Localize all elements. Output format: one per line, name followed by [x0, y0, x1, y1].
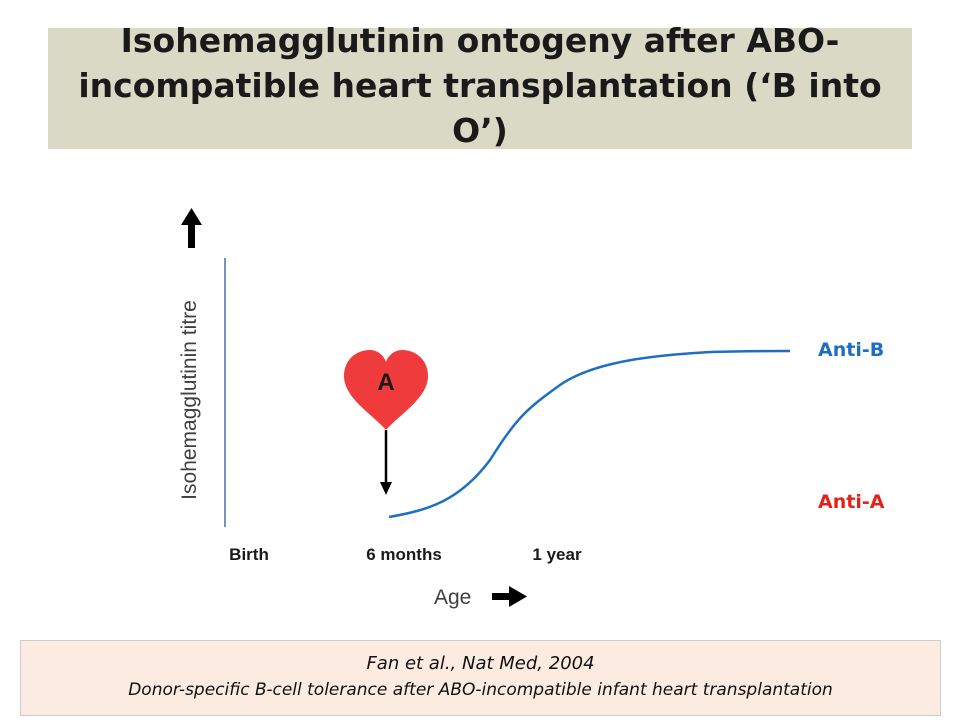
anti-a-label: Anti-A: [818, 491, 885, 513]
x-tick-1-year: 1 year: [532, 545, 582, 564]
title-line-2: incompatible heart transplantation (‘B i…: [78, 66, 882, 150]
donor-heart-icon: [344, 350, 428, 430]
anti-b-curve: [388, 349, 791, 519]
y-axis-label: Isohemagglutinin titre: [178, 300, 201, 500]
heart-blood-group-label: A: [377, 369, 395, 396]
title-banner: [48, 28, 912, 149]
transplant-down-arrow-icon: [380, 430, 392, 495]
y-axis-up-arrow-icon: [181, 208, 202, 248]
x-axis-label: Age: [434, 586, 472, 609]
citation-article-title: Donor-specific B-cell tolerance after AB…: [128, 680, 833, 700]
citation-box: Fan et al., Nat Med, 2004 Donor-specific…: [20, 640, 941, 716]
citation-reference: Fan et al., Nat Med, 2004: [366, 653, 595, 674]
x-tick-birth: Birth: [229, 545, 269, 564]
title-line-1: Isohemagglutinin ontogeny after ABO-: [120, 21, 840, 60]
anti-b-label: Anti-B: [818, 339, 885, 361]
slide-title: Isohemagglutinin ontogeny after ABO- inc…: [48, 18, 912, 153]
x-tick-6-months: 6 months: [366, 545, 442, 564]
x-axis-right-arrow-icon: [492, 586, 527, 607]
